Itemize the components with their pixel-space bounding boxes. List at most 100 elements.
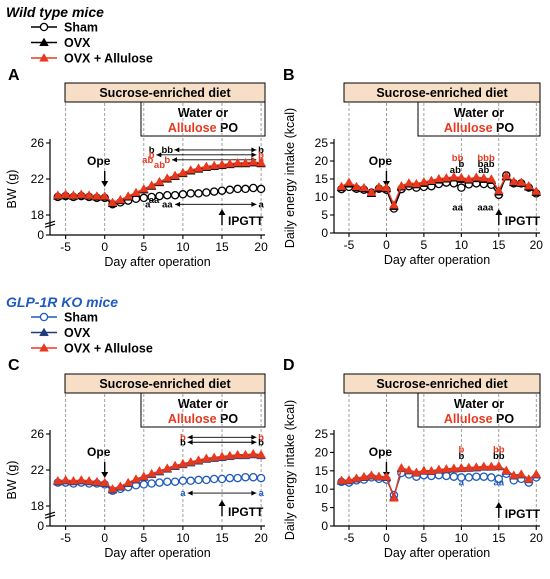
panel-a-point-sham <box>163 190 172 200</box>
panel-a-x-axis-label: Day after operation <box>104 255 210 269</box>
panel-a-point-ovx-allulose <box>60 189 71 198</box>
panel-d-point-ovx-allulose <box>336 475 347 484</box>
panel-c-point-ovx-allulose <box>178 458 188 468</box>
panel-b-significance-label: aaa <box>477 202 494 213</box>
panel-c-point-ovx-allulose <box>170 460 180 470</box>
panel-d-treatment-line1: Water or <box>454 397 504 411</box>
panel-d-treatment-po: PO <box>493 412 515 426</box>
panel-b-point-ovx-allulose <box>396 180 407 190</box>
panel-a-diet-box-fill <box>65 83 265 102</box>
panel-a-point-ovx-allulose <box>92 191 102 200</box>
panel-b-ytick-label: 15 <box>315 172 329 186</box>
panel-c-range-arrowhead <box>251 490 257 496</box>
panel-a-point-ovx-allulose <box>52 190 63 199</box>
panel-b-y-axis-label: Daily energy intake (kcal) <box>283 108 297 248</box>
panel-c-point-sham <box>170 477 180 486</box>
panel-d-ytick-label: 10 <box>315 482 329 496</box>
legend-marker-sham <box>39 312 49 322</box>
panel-b-point-ovx-allulose <box>449 171 459 181</box>
panel-b-treatment-box <box>417 101 541 137</box>
legend-marker-ovx-allulose <box>39 343 49 352</box>
panel-a-point-sham <box>170 190 180 200</box>
panel-c-point-sham <box>194 475 203 485</box>
panel-a-diet-label-top: Sucrose-enriched diet <box>99 86 231 100</box>
panel-a-point-ovx-allulose <box>76 189 87 198</box>
panel-label-a: A <box>8 67 20 84</box>
panel-a-point-sham <box>155 191 164 201</box>
panel-c-xtick-label: -5 <box>60 531 71 545</box>
panel-a-ytick-label: 22 <box>31 172 45 186</box>
panel-b-ytick-label: 25 <box>315 136 329 150</box>
panel-a-treatment-line2: Allulose PO <box>168 121 238 135</box>
panel-a-xtick-label: 10 <box>176 240 190 254</box>
panel-b-ytick-label: 5 <box>321 208 328 222</box>
panel-d-point-ovx-allulose <box>389 493 399 502</box>
panel-a-y-axis-label: BW (g) <box>5 170 19 209</box>
panel-b-point-ovx-allulose <box>516 177 527 186</box>
panel-c-series-ovx-allulose <box>52 448 266 493</box>
panel-a-ope-label: Ope <box>87 154 111 168</box>
panel-b-point-ovx-allulose <box>389 200 399 209</box>
panel-c-point-ovx-allulose <box>185 456 196 466</box>
panel-b-xtick-label: 5 <box>421 238 428 252</box>
panel-d-point-sham <box>472 472 481 481</box>
panel-d-point-ovx-allulose <box>366 470 377 479</box>
panel-c-point-sham <box>225 473 235 483</box>
panel-d-ytick-label: 25 <box>315 427 329 441</box>
panel-a-range-arrowhead <box>175 201 181 207</box>
panel-d-point-ovx-allulose <box>531 469 542 478</box>
panel-b-point-ovx-allulose <box>486 174 497 183</box>
panel-b-significance-label: aa <box>452 202 463 213</box>
panel-c-point-ovx-allulose <box>193 455 204 464</box>
panel-b-xtick-label: 20 <box>530 238 544 252</box>
panel-d-point-sham <box>479 472 489 481</box>
panel-c-treatment-allulose: Allulose <box>168 412 217 426</box>
panel-c-axis-break <box>44 511 56 516</box>
legend-marker-sham <box>39 22 49 32</box>
panel-c-point-ovx-allulose <box>248 448 259 458</box>
panel-a-treatment-box <box>140 101 266 137</box>
panel-c-point-ovx-allulose <box>217 451 227 461</box>
panel-d-ope-label: Ope <box>369 445 393 459</box>
panel-b-point-ovx-allulose <box>404 178 414 187</box>
panel-d-point-ovx-allulose <box>419 465 429 474</box>
panel-c-point-ovx-allulose <box>115 481 126 490</box>
panel-b-point-ovx-allulose <box>419 176 429 186</box>
panel-a-point-ovx-allulose <box>107 197 118 206</box>
legend-label-ovx-allulose: OVX + Allulose <box>64 342 153 356</box>
panel-c-point-sham <box>186 476 195 486</box>
panel-c-point-ovx-allulose <box>99 477 110 487</box>
panel-b-significance-label: ab <box>450 165 461 176</box>
panel-a-point-sham <box>202 188 211 197</box>
panel-d-point-sham <box>494 474 504 484</box>
panel-c-ope-label: Ope <box>87 445 111 459</box>
panel-a-treatment-allulose: Allulose <box>168 121 217 135</box>
panel-d-point-ovx-allulose <box>396 462 407 472</box>
panel-a-xtick-label: 15 <box>215 240 229 254</box>
panel-b-point-ovx-allulose <box>359 182 369 192</box>
panel-c-treatment-po: PO <box>217 412 239 426</box>
panel-d-xtick-label: 15 <box>492 531 506 545</box>
panel-a-significance-label: ab <box>142 155 153 166</box>
panel-a-point-sham <box>241 184 250 194</box>
panel-c-y-axis-label: BW (g) <box>5 461 19 500</box>
panel-b-point-ovx-allulose <box>501 170 512 180</box>
panel-a-point-sham <box>233 184 242 194</box>
panel-a-range-arrowhead <box>174 147 180 153</box>
panel-a-range-arrowhead <box>156 152 162 158</box>
panel-c-ytick-label: 22 <box>31 463 45 477</box>
panel-a-point-ovx-allulose <box>68 190 79 199</box>
panel-b-xtick-label: 15 <box>492 238 506 252</box>
panel-b-ope-label: Ope <box>369 154 393 168</box>
panel-b-point-ovx-allulose <box>523 180 534 190</box>
panel-a-series-ovx-allulose <box>52 156 266 206</box>
panel-d-point-ovx-allulose <box>441 464 452 473</box>
panel-c-significance-label: b <box>180 432 186 443</box>
panel-b-diet-box-fill <box>344 83 540 102</box>
panel-c-range-arrowhead <box>187 434 193 440</box>
panel-a-range-arrowhead <box>171 157 177 163</box>
panel-b-point-ovx-allulose <box>434 173 444 183</box>
panel-a-axis-break <box>44 220 56 225</box>
